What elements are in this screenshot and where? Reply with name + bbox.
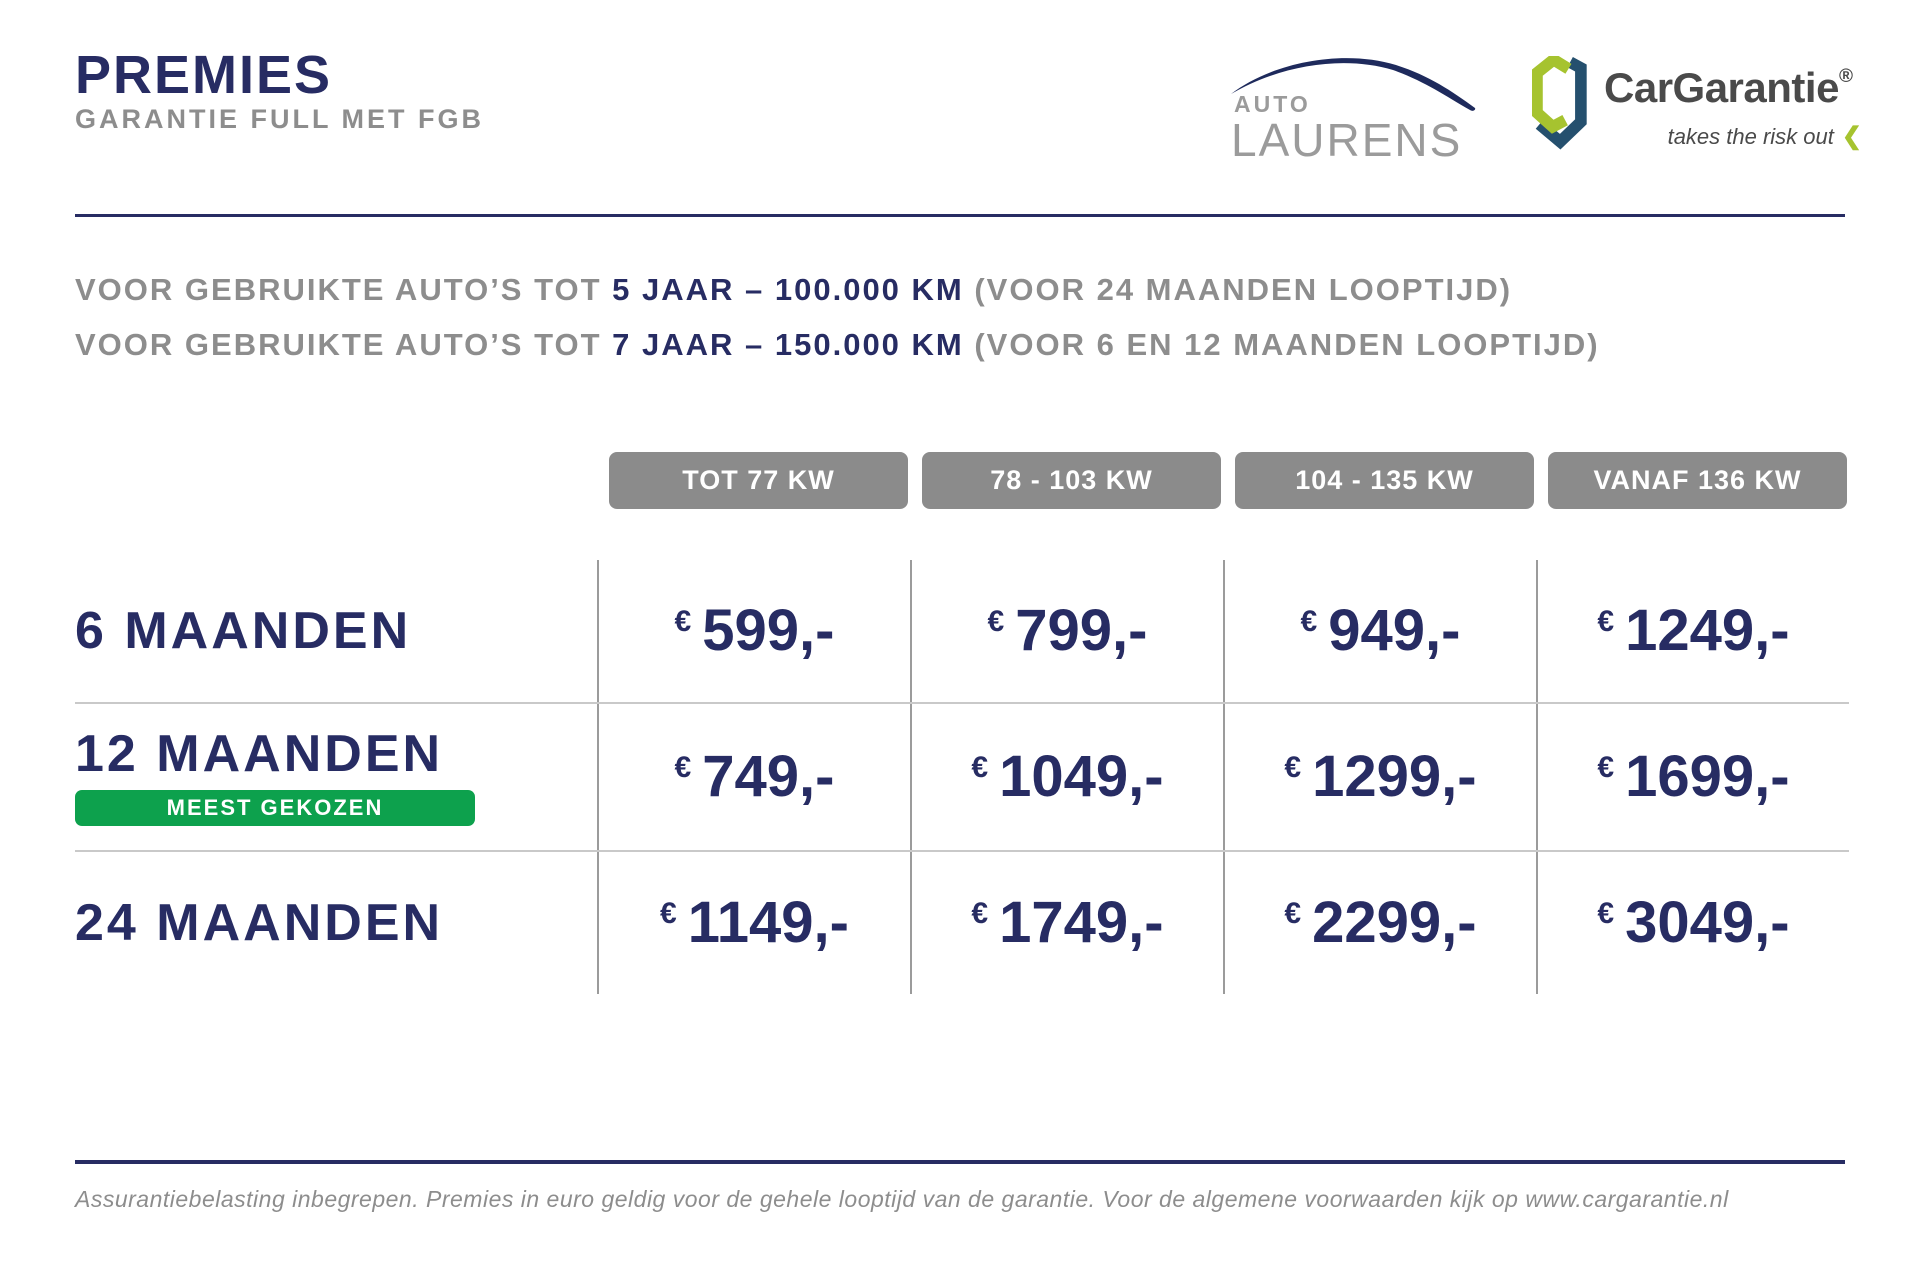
cargarantie-name-text: CarGarantie xyxy=(1604,64,1839,111)
auto-laurens-text-auto: AUTO xyxy=(1234,91,1311,117)
conditions-1-highlight: 5 JAAR – 100.000 KM xyxy=(612,272,964,307)
price-value: 3049,- xyxy=(1625,890,1790,955)
table-row-6-maanden: 6 MAANDEN €599,- €799,- €949,- €1249,- xyxy=(75,560,1849,702)
header-divider xyxy=(75,214,1845,217)
conditions-2-prefix: VOOR GEBRUIKTE AUTO’S TOT xyxy=(75,327,613,362)
conditions-text: VOOR GEBRUIKTE AUTO’S TOT 5 JAAR – 100.0… xyxy=(75,270,1600,380)
euro-sign: € xyxy=(987,605,1005,638)
row-label-cell: 24 MAANDEN xyxy=(75,852,597,994)
conditions-1-suffix: (VOOR 24 MAANDEN LOOPTIJD) xyxy=(963,272,1513,307)
price-value: 599,- xyxy=(702,598,835,663)
row-label: 12 MAANDEN xyxy=(75,725,444,783)
price-cell: €1699,- xyxy=(1536,704,1849,850)
price-value: 749,- xyxy=(702,744,835,809)
price-cell: €749,- xyxy=(597,704,910,850)
conditions-1-prefix: VOOR GEBRUIKTE AUTO’S TOT xyxy=(75,272,613,307)
euro-sign: € xyxy=(971,897,989,930)
price-cell: €599,- xyxy=(597,560,910,702)
euro-sign: € xyxy=(1597,751,1615,784)
cargarantie-logo: CarGarantie® takes the risk out ❮ xyxy=(1532,56,1862,166)
kw-column-headers: TOT 77 KW 78 - 103 KW 104 - 135 KW VANAF… xyxy=(609,452,1847,509)
euro-sign: € xyxy=(1284,897,1302,930)
price-cell: €949,- xyxy=(1223,560,1536,702)
price-cell: €3049,- xyxy=(1536,852,1849,994)
euro-sign: € xyxy=(971,751,989,784)
price-cell: €1149,- xyxy=(597,852,910,994)
price-cell: €1299,- xyxy=(1223,704,1536,850)
price-cell: €799,- xyxy=(910,560,1223,702)
chevron-left-icon: ❮ xyxy=(1841,123,1862,150)
euro-sign: € xyxy=(1597,605,1615,638)
euro-sign: € xyxy=(674,605,692,638)
conditions-line-1: VOOR GEBRUIKTE AUTO’S TOT 5 JAAR – 100.0… xyxy=(75,270,1600,310)
kw-header-104-135: 104 - 135 KW xyxy=(1235,452,1534,509)
cargarantie-hexagon-icon xyxy=(1532,56,1587,150)
price-value: 949,- xyxy=(1328,598,1461,663)
auto-laurens-logo: AUTO LAURENS xyxy=(1228,50,1478,165)
row-label-cell: 6 MAANDEN xyxy=(75,560,597,702)
kw-header-tot-77: TOT 77 KW xyxy=(609,452,908,509)
row-label: 24 MAANDEN xyxy=(75,894,444,952)
meest-gekozen-badge: MEEST GEKOZEN xyxy=(75,790,475,826)
conditions-2-suffix: (VOOR 6 EN 12 MAANDEN LOOPTIJD) xyxy=(963,327,1600,362)
price-value: 1149,- xyxy=(687,890,849,955)
cargarantie-brand-name: CarGarantie® xyxy=(1604,64,1862,112)
conditions-line-2: VOOR GEBRUIKTE AUTO’S TOT 7 JAAR – 150.0… xyxy=(75,325,1600,365)
price-value: 799,- xyxy=(1015,598,1148,663)
euro-sign: € xyxy=(1300,605,1318,638)
row-label-cell: 12 MAANDEN MEEST GEKOZEN xyxy=(75,704,597,850)
tagline-text: takes the risk out xyxy=(1667,124,1834,149)
euro-sign: € xyxy=(660,897,677,930)
price-value: 1749,- xyxy=(999,890,1164,955)
price-value: 1249,- xyxy=(1625,598,1790,663)
price-cell: €1749,- xyxy=(910,852,1223,994)
price-value: 2299,- xyxy=(1312,890,1477,955)
price-value: 1299,- xyxy=(1312,744,1477,809)
car-swoosh-icon: AUTO LAURENS xyxy=(1231,58,1476,165)
price-cell: €1249,- xyxy=(1536,560,1849,702)
table-row-24-maanden: 24 MAANDEN €1149,- €1749,- €2299,- €3049… xyxy=(75,850,1849,994)
row-label: 6 MAANDEN xyxy=(75,602,412,660)
page-subtitle: GARANTIE FULL MET FGB xyxy=(75,104,484,134)
auto-laurens-text-laurens: LAURENS xyxy=(1231,114,1462,165)
price-value: 1699,- xyxy=(1625,744,1790,809)
cargarantie-tagline: takes the risk out ❮ xyxy=(1604,122,1862,151)
kw-header-78-103: 78 - 103 KW xyxy=(922,452,1221,509)
premium-table: 6 MAANDEN €599,- €799,- €949,- €1249,- 1… xyxy=(75,560,1849,994)
cargarantie-text-block: CarGarantie® takes the risk out ❮ xyxy=(1604,56,1862,166)
kw-header-vanaf-136: VANAF 136 KW xyxy=(1548,452,1847,509)
euro-sign: € xyxy=(1284,751,1302,784)
euro-sign: € xyxy=(674,751,692,784)
footer-divider xyxy=(75,1160,1845,1164)
price-cell: €2299,- xyxy=(1223,852,1536,994)
price-value: 1049,- xyxy=(999,744,1164,809)
page-title: PREMIES xyxy=(75,45,333,105)
table-row-12-maanden: 12 MAANDEN MEEST GEKOZEN €749,- €1049,- … xyxy=(75,702,1849,850)
registered-mark: ® xyxy=(1838,66,1853,87)
conditions-2-highlight: 7 JAAR – 150.000 KM xyxy=(612,327,964,362)
price-cell: €1049,- xyxy=(910,704,1223,850)
footer-note: Assurantiebelasting inbegrepen. Premies … xyxy=(75,1186,1729,1212)
euro-sign: € xyxy=(1597,897,1615,930)
